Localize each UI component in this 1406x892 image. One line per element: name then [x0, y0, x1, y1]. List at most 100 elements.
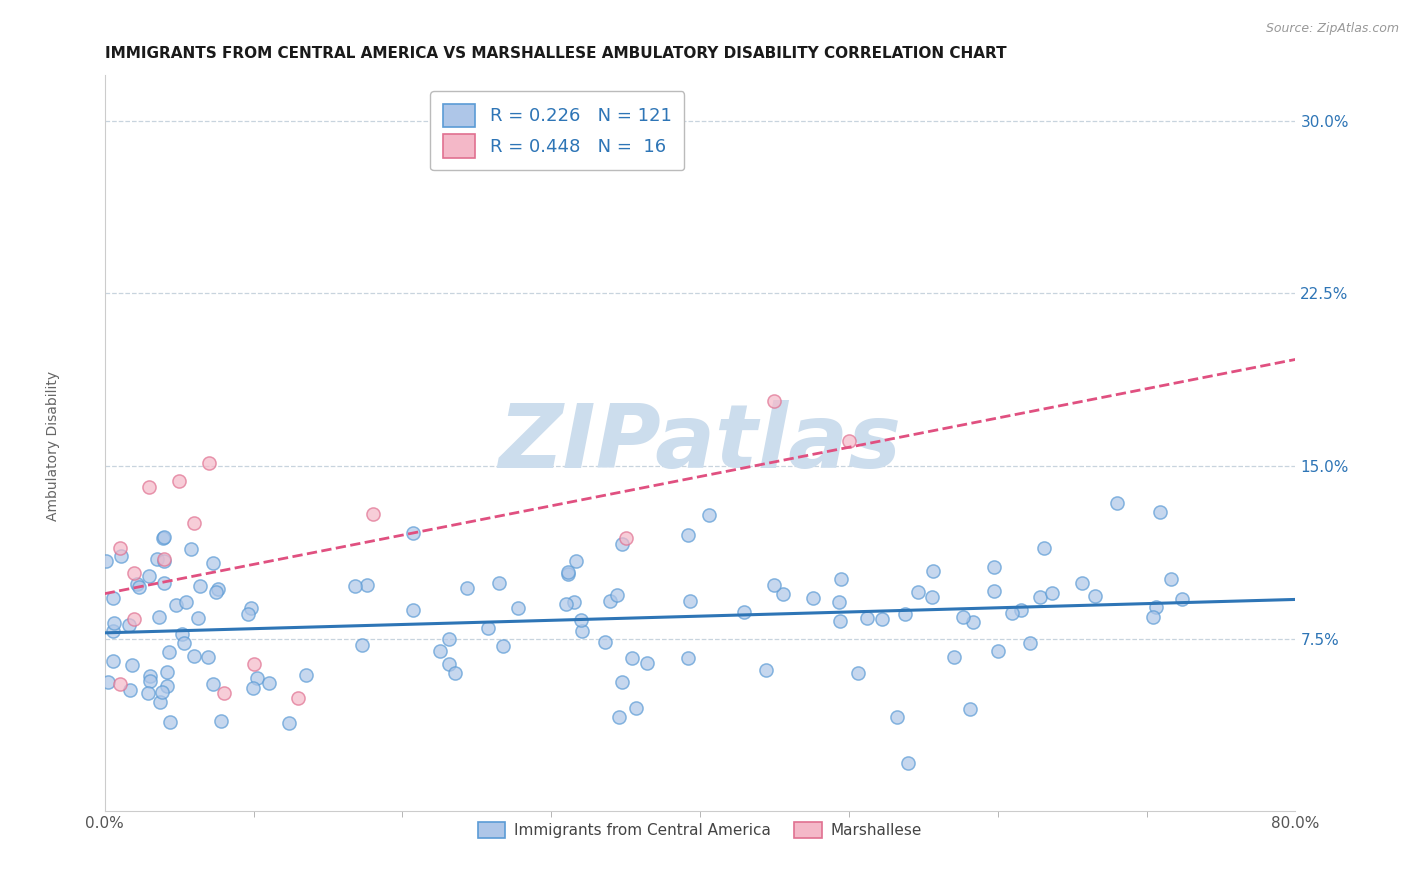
Point [101, 654, 124, 668]
Point [897, 756, 920, 771]
Point [1018, 635, 1040, 649]
Point [204, 585, 226, 599]
Text: IMMIGRANTS FROM CENTRAL AMERICA VS MARSHALLESE AMBULATORY DISABILITY CORRELATION: IMMIGRANTS FROM CENTRAL AMERICA VS MARSH… [104, 46, 1007, 62]
Point [174, 595, 197, 609]
Point [124, 612, 146, 626]
Point [120, 683, 142, 698]
Point [565, 554, 588, 568]
Point [138, 480, 160, 494]
Point [156, 679, 179, 693]
Point [350, 638, 373, 652]
Point [1144, 599, 1167, 614]
Point [103, 615, 125, 630]
Point [149, 695, 172, 709]
Point [562, 595, 585, 609]
Point [444, 666, 467, 681]
Point [1084, 589, 1107, 603]
Point [456, 581, 478, 595]
Point [983, 584, 1005, 599]
Point [987, 643, 1010, 657]
Point [236, 607, 259, 621]
Point [240, 600, 263, 615]
Point [439, 657, 461, 672]
Point [607, 710, 630, 724]
Point [697, 508, 720, 523]
Point [287, 691, 309, 706]
Point [1011, 603, 1033, 617]
Point [1171, 591, 1194, 606]
Point [952, 610, 974, 624]
Point [183, 516, 205, 530]
Text: ZIPatlas: ZIPatlas [499, 400, 901, 486]
Point [139, 674, 162, 689]
Point [212, 686, 235, 700]
Point [197, 650, 219, 665]
Point [108, 541, 131, 555]
Point [125, 576, 148, 591]
Point [167, 474, 190, 488]
Point [921, 565, 943, 579]
Point [678, 528, 700, 542]
Point [187, 610, 209, 624]
Point [201, 677, 224, 691]
Point [676, 650, 699, 665]
Point [755, 663, 778, 677]
Point [173, 636, 195, 650]
Point [894, 607, 917, 621]
Text: Source: ZipAtlas.com: Source: ZipAtlas.com [1265, 22, 1399, 36]
Point [128, 580, 150, 594]
Point [488, 576, 510, 591]
Point [1149, 505, 1171, 519]
Point [165, 598, 187, 612]
Point [124, 566, 146, 580]
Point [763, 393, 786, 408]
Point [921, 590, 943, 604]
Point [246, 671, 269, 685]
Point [148, 610, 170, 624]
Point [153, 554, 176, 568]
Point [295, 668, 318, 682]
Point [183, 649, 205, 664]
Point [856, 611, 879, 625]
Point [599, 593, 621, 607]
Point [624, 701, 647, 715]
Point [569, 613, 592, 627]
Point [554, 597, 576, 611]
Point [508, 600, 530, 615]
Point [439, 632, 461, 646]
Point [257, 676, 280, 690]
Point [209, 714, 232, 729]
Point [827, 595, 849, 609]
Point [962, 615, 984, 630]
Point [763, 578, 786, 592]
Point [606, 588, 628, 602]
Point [610, 537, 633, 551]
Point [679, 594, 702, 608]
Text: Ambulatory Disability: Ambulatory Disability [46, 371, 60, 521]
Point [97, 675, 120, 690]
Point [152, 531, 174, 545]
Point [772, 587, 794, 601]
Point [801, 591, 824, 606]
Point [733, 605, 755, 619]
Point [150, 685, 173, 699]
Point [146, 551, 169, 566]
Point [156, 665, 179, 679]
Point [157, 645, 180, 659]
Point [361, 508, 384, 522]
Point [870, 612, 893, 626]
Point [620, 651, 643, 665]
Point [242, 681, 264, 695]
Point [170, 627, 193, 641]
Point [1142, 609, 1164, 624]
Point [343, 579, 366, 593]
Point [1040, 586, 1063, 600]
Point [1071, 575, 1094, 590]
Point [101, 624, 124, 638]
Point [1105, 495, 1128, 509]
Point [402, 526, 425, 541]
Point [846, 665, 869, 680]
Point [959, 702, 981, 716]
Point [138, 569, 160, 583]
Legend: Immigrants from Central America, Marshallese: Immigrants from Central America, Marshal… [471, 816, 928, 844]
